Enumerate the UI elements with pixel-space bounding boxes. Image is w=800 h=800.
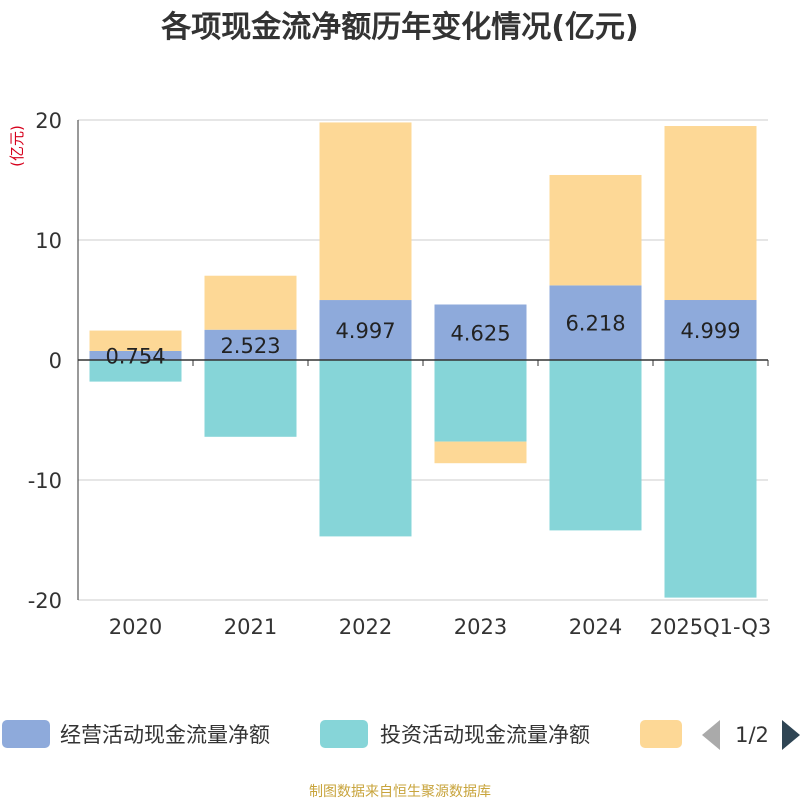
bar-segment[interactable]: [319, 122, 412, 301]
bars: [89, 122, 757, 598]
source-note: 制图数据来自恒生聚源数据库: [309, 784, 491, 800]
data-label: 4.625: [450, 321, 510, 345]
legend-next-page-icon[interactable]: [782, 720, 800, 750]
legend-item-investing[interactable]: 投资活动现金流量净额: [320, 720, 590, 748]
bar-segment[interactable]: [434, 304, 527, 361]
data-label: 2.523: [220, 334, 280, 358]
legend-item-operating[interactable]: 经营活动现金流量净额: [2, 720, 270, 748]
legend-label-investing: 投资活动现金流量净额: [380, 723, 590, 747]
data-label: 6.218: [565, 312, 625, 336]
legend-label-operating: 经营活动现金流量净额: [60, 723, 270, 747]
data-labels: 0.754 2.523 4.997 4.625 6.218 4.999: [105, 312, 740, 369]
bar-segment[interactable]: [89, 360, 182, 382]
data-label: 0.754: [105, 344, 165, 368]
legend-page-indicator: 1/2: [735, 723, 769, 747]
bar-segment[interactable]: [319, 300, 412, 360]
x-tick-label: 2022: [339, 615, 392, 639]
x-tick-label: 2025Q1-Q3: [650, 615, 772, 639]
legend-prev-page-icon[interactable]: [702, 720, 720, 750]
x-tick-label: 2021: [224, 615, 277, 639]
x-tick-labels: 2020 2021 2022 2023 2024 2025Q1-Q3: [109, 615, 772, 639]
legend: 经营活动现金流量净额 投资活动现金流量净额 1/2: [2, 720, 800, 750]
axes: [77, 120, 769, 600]
x-tick-label: 2023: [454, 615, 507, 639]
bar-segment[interactable]: [319, 360, 412, 537]
y-tick-label: -20: [28, 589, 62, 613]
data-label: 4.999: [680, 319, 740, 343]
chart-title: 各项现金流净额历年变化情况(亿元): [160, 10, 638, 45]
x-tick-label: 2024: [569, 615, 622, 639]
y-tick-label: 10: [35, 229, 62, 253]
bar-segment[interactable]: [549, 285, 642, 360]
bar-segment[interactable]: [664, 126, 757, 301]
x-tick-label: 2020: [109, 615, 162, 639]
legend-swatch-investing: [320, 720, 368, 748]
y-tick-labels: 20 10 0 -10 -20: [28, 109, 62, 613]
bar-segment[interactable]: [204, 360, 297, 437]
legend-swatch-third: [640, 720, 682, 748]
y-tick-label: 0: [49, 349, 62, 373]
bar-segment[interactable]: [89, 350, 182, 360]
bar-segment[interactable]: [549, 174, 642, 286]
bar-segment[interactable]: [664, 300, 757, 360]
bar-segment[interactable]: [434, 441, 527, 464]
data-label: 4.997: [335, 319, 395, 343]
bar-segment[interactable]: [549, 360, 642, 531]
legend-item-third[interactable]: [640, 720, 682, 748]
bar-segment[interactable]: [664, 360, 757, 598]
bar-segment[interactable]: [434, 360, 527, 442]
legend-swatch-operating: [2, 720, 50, 748]
y-unit-label: (亿元): [8, 125, 26, 167]
bar-segment[interactable]: [204, 329, 297, 360]
bar-segment[interactable]: [204, 275, 297, 330]
y-tick-label: -10: [28, 469, 62, 493]
bar-segment[interactable]: [89, 330, 182, 351]
y-tick-label: 20: [35, 109, 62, 133]
